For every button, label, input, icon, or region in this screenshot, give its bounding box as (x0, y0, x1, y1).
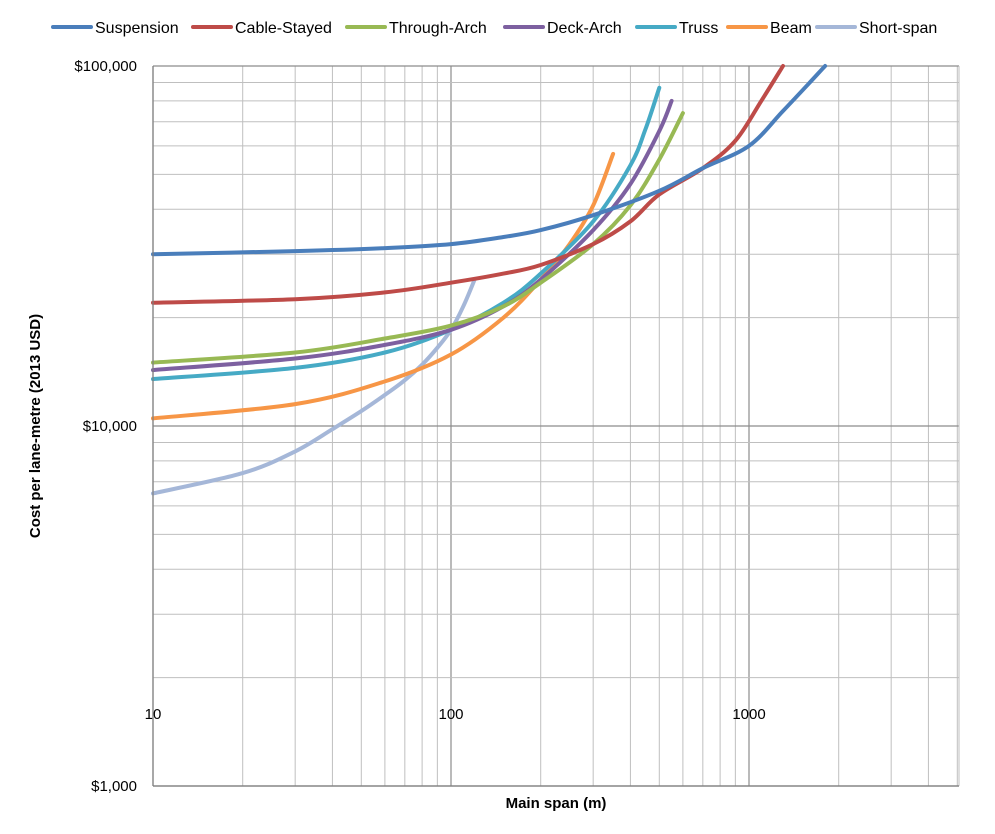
x-axis-title: Main span (m) (506, 795, 607, 812)
legend-label-through-arch: Through-Arch (389, 20, 487, 37)
legend-label-truss: Truss (679, 20, 718, 37)
legend-label-deck-arch: Deck-Arch (547, 20, 622, 37)
y-tick-label: $10,000 (83, 418, 137, 435)
axes: 10 100 1000 $1,000 $10,000 $100,000 (74, 58, 959, 795)
x-tick-label: 10 (145, 706, 162, 723)
legend-label-beam: Beam (770, 20, 812, 37)
legend: Suspension Cable-Stayed Through-Arch Deck-A… (51, 20, 937, 37)
legend-label-cable-stayed: Cable-Stayed (235, 20, 332, 37)
series-lines (151, 64, 828, 496)
x-tick-label: 1000 (732, 706, 765, 723)
series-line-truss (151, 85, 662, 382)
series-line-beam (151, 151, 616, 421)
x-tick-label: 100 (438, 706, 463, 723)
y-tick-label: $1,000 (91, 778, 137, 795)
series-line-through-arch (151, 111, 685, 365)
series-line-cable-stayed (151, 64, 785, 305)
y-axis-title: Cost per lane-metre (2013 USD) (27, 314, 44, 538)
grid-lines (152, 65, 960, 787)
legend-label-short-span: Short-span (859, 20, 937, 37)
series-line-suspension (151, 64, 828, 257)
y-tick-label: $100,000 (74, 58, 137, 75)
legend-label-suspension: Suspension (95, 20, 179, 37)
